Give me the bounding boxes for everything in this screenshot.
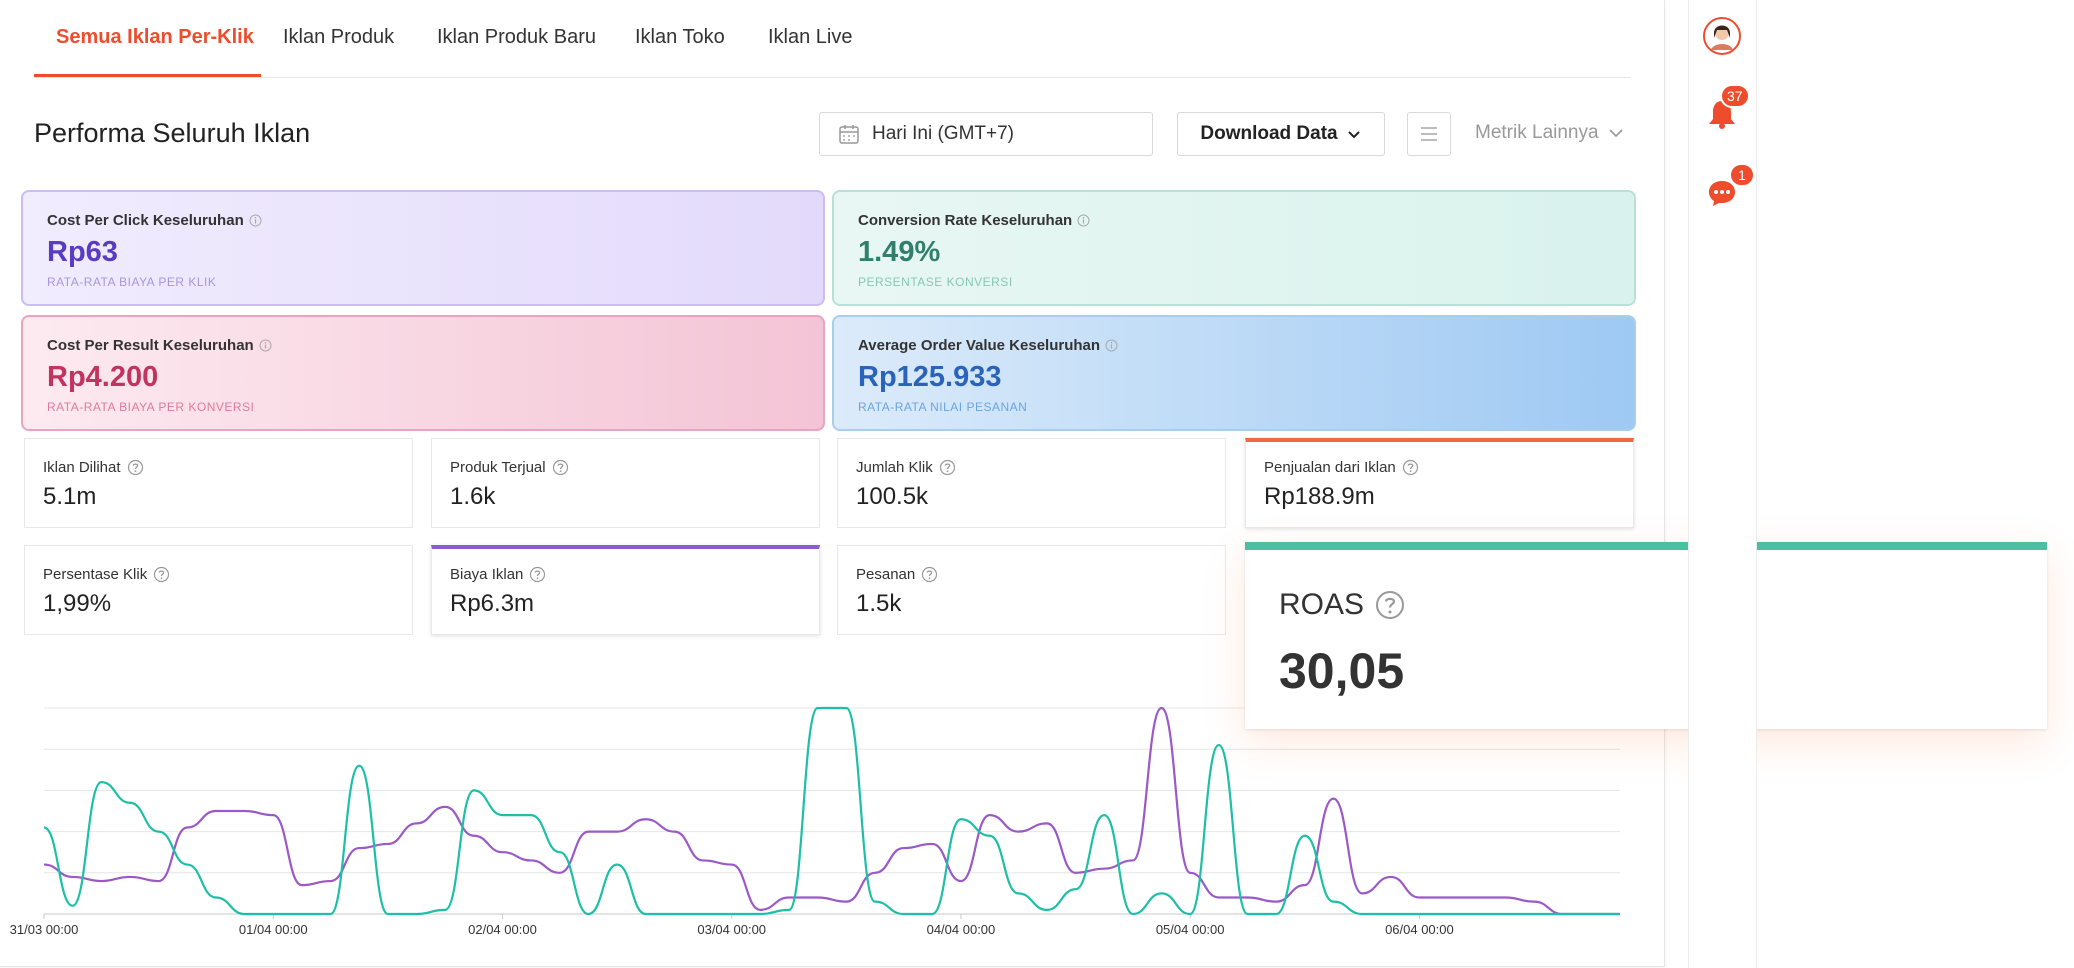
stat-label: Biaya Iklan: [450, 566, 524, 583]
stat-label: Penjualan dari Iklan: [1264, 459, 1396, 476]
info-icon: [249, 214, 262, 227]
help-icon: [922, 566, 938, 583]
card-label: Cost Per Result Keseluruhan: [47, 337, 254, 354]
card-subtitle: PERSENTASE KONVERSI: [858, 275, 1013, 289]
stat-value: 100.5k: [856, 483, 929, 510]
card-subtitle: RATA-RATA BIAYA PER KONVERSI: [47, 400, 255, 414]
x-tick-label: 04/04 00:00: [927, 922, 996, 937]
x-tick-label: 03/04 00:00: [697, 922, 766, 937]
card-label-row: Cost Per Result Keseluruhan: [47, 337, 272, 354]
download-label: Download Data: [1200, 123, 1338, 144]
x-tick-label: 05/04 00:00: [1156, 922, 1225, 937]
stat-label-row: Produk Terjual: [450, 459, 569, 476]
roas-label-row: ROAS: [1279, 588, 1406, 622]
card-value: Rp63: [47, 236, 118, 268]
stat-box[interactable]: Biaya Iklan Rp6.3m: [431, 545, 820, 635]
stat-box[interactable]: Produk Terjual 1.6k: [431, 438, 820, 528]
card-value: 1.49%: [858, 236, 941, 268]
download-button[interactable]: Download Data: [1177, 112, 1385, 156]
stat-box[interactable]: Jumlah Klik 100.5k: [837, 438, 1226, 528]
x-tick-label: 01/04 00:00: [239, 922, 308, 937]
series-line: [43, 706, 1620, 916]
stat-label-row: Iklan Dilihat: [43, 459, 144, 476]
card-label-row: Average Order Value Keseluruhan: [858, 337, 1118, 354]
summary-card: Cost Per Result Keseluruhan Rp4.200 RATA-R…: [21, 315, 825, 431]
stat-value: Rp6.3m: [450, 590, 535, 617]
stat-label: Produk Terjual: [450, 459, 546, 476]
avatar[interactable]: [1702, 16, 1742, 56]
x-tick-label: 02/04 00:00: [468, 922, 537, 937]
stat-label-row: Pesanan: [856, 566, 938, 583]
stat-label: Pesanan: [856, 566, 916, 583]
stat-value: 1,99%: [43, 590, 112, 617]
list-icon: [1421, 127, 1437, 141]
x-tick-label: 31/03 00:00: [10, 922, 79, 937]
message-badge: 1: [1729, 163, 1755, 187]
stat-label-row: Biaya Iklan: [450, 566, 546, 583]
help-icon: [1402, 459, 1418, 476]
calendar-icon: [839, 125, 859, 144]
stat-value: Rp188.9m: [1264, 483, 1375, 510]
divider: [34, 77, 1631, 78]
info-icon: [1105, 339, 1118, 352]
stat-label-row: Penjualan dari Iklan: [1264, 459, 1419, 476]
date-label: Hari Ini (GMT+7): [872, 123, 1014, 144]
card-label: Average Order Value Keseluruhan: [858, 337, 1101, 354]
roas-value: 30,05: [1279, 643, 1405, 699]
roas-label: ROAS: [1279, 588, 1365, 621]
stat-label-row: Jumlah Klik: [856, 459, 956, 476]
stat-label: Iklan Dilihat: [43, 459, 121, 476]
tab-underline: [34, 74, 261, 77]
chevron: [1347, 131, 1360, 139]
stat-label-row: Persentase Klik: [43, 566, 170, 583]
help-icon: [127, 459, 143, 476]
stat-label: Persentase Klik: [43, 566, 148, 583]
help-icon: [939, 459, 955, 476]
card-label: Conversion Rate Keseluruhan: [858, 212, 1073, 229]
info-icon: [1077, 214, 1090, 227]
summary-card: Conversion Rate Keseluruhan 1.49% PERSENTA…: [832, 190, 1636, 306]
summary-card: Cost Per Click Keseluruhan Rp63 RATA-RATA …: [21, 190, 825, 306]
roas-popup: ROAS 30,05: [1245, 542, 2047, 729]
stat-box[interactable]: Persentase Klik 1,99%: [24, 545, 413, 635]
help-icon: [1376, 591, 1405, 619]
card-subtitle: RATA-RATA BIAYA PER KLIK: [47, 275, 217, 289]
stat-box[interactable]: Iklan Dilihat 5.1m: [24, 438, 413, 528]
list-button[interactable]: [1407, 112, 1451, 156]
card-label-row: Conversion Rate Keseluruhan: [858, 212, 1090, 229]
card-label-row: Cost Per Click Keseluruhan: [47, 212, 262, 229]
stat-box[interactable]: Pesanan 1.5k: [837, 545, 1226, 635]
x-tick-label: 06/04 00:00: [1385, 922, 1454, 937]
stat-value: 1.5k: [856, 590, 902, 617]
more-metrics-label: Metrik Lainnya: [1475, 122, 1599, 143]
help-icon: [552, 459, 568, 476]
stat-value: 1.6k: [450, 483, 496, 510]
chat-icon[interactable]: [1707, 178, 1737, 208]
date-picker[interactable]: Hari Ini (GMT+7): [819, 112, 1153, 156]
card-value: Rp4.200: [47, 361, 159, 393]
card-value: Rp125.933: [858, 361, 1002, 393]
section-title: Performa Seluruh Iklan: [34, 118, 311, 148]
tab[interactable]: Iklan Live: [768, 26, 853, 48]
tab[interactable]: Iklan Toko: [635, 26, 725, 48]
series-line: [43, 706, 1620, 916]
stat-label: Jumlah Klik: [856, 459, 933, 476]
stat-value: 5.1m: [43, 483, 97, 510]
stat-box[interactable]: Penjualan dari Iklan Rp188.9m: [1245, 438, 1634, 528]
chevron: [1608, 129, 1623, 138]
info-icon: [259, 339, 272, 352]
help-icon: [154, 566, 170, 583]
card-label: Cost Per Click Keseluruhan: [47, 212, 244, 229]
card-subtitle: RATA-RATA NILAI PESANAN: [858, 400, 1028, 414]
main-panel: Performa Seluruh Iklan Hari Ini (GMT+7) …: [0, 0, 1665, 967]
more-metrics[interactable]: Metrik Lainnya: [1475, 122, 1625, 144]
tab[interactable]: Iklan Produk Baru: [437, 26, 596, 48]
notification-badge: 37: [1720, 84, 1750, 108]
summary-card: Average Order Value Keseluruhan Rp125.933…: [832, 315, 1636, 431]
sidebar: 37 1: [1688, 0, 1757, 968]
tab[interactable]: Semua Iklan Per-Klik: [56, 26, 254, 48]
help-icon: [530, 566, 546, 583]
tab[interactable]: Iklan Produk: [283, 26, 395, 48]
